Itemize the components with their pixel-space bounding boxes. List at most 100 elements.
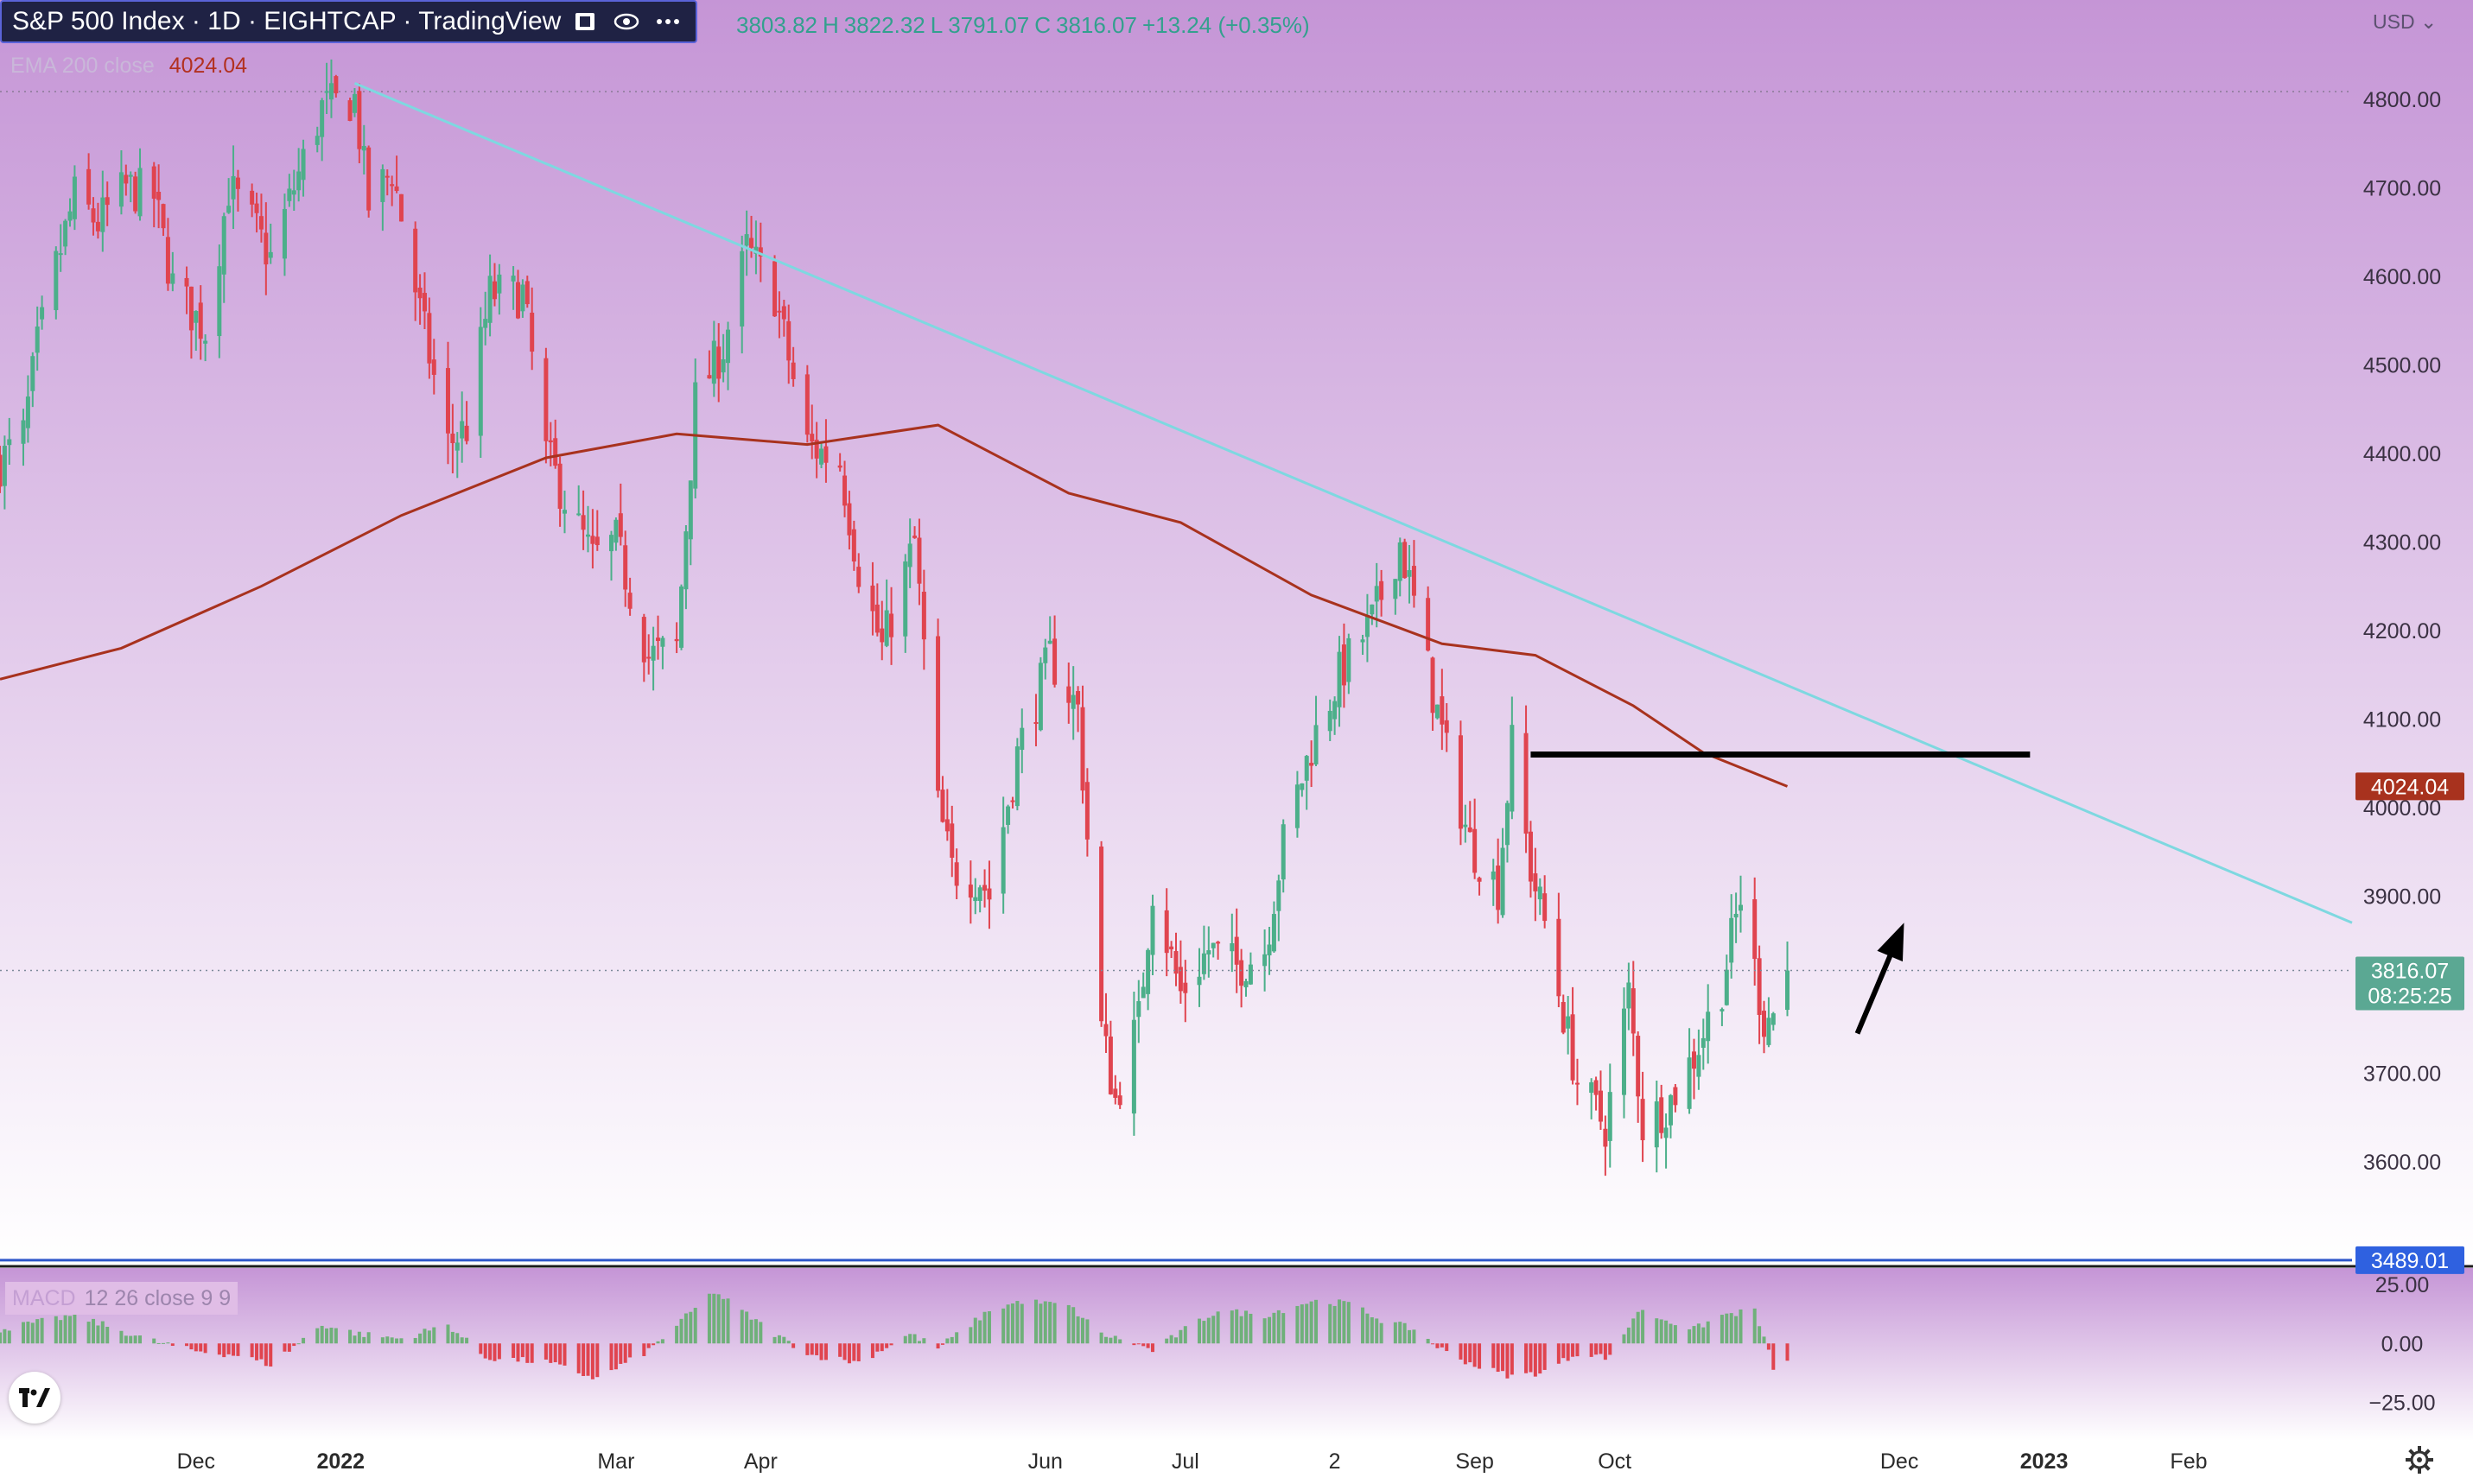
time-tick-label: Dec	[177, 1449, 215, 1474]
candle-body	[884, 610, 889, 646]
candle-body	[165, 237, 170, 284]
macd-bar	[432, 1327, 436, 1344]
candle-body	[679, 586, 684, 648]
macd-tick-label: 0.00	[2381, 1332, 2424, 1356]
candle-body	[749, 238, 754, 248]
ema-legend[interactable]: EMA 200 close 4024.04	[10, 54, 247, 79]
candle-body	[1504, 802, 1510, 846]
gear-icon[interactable]	[2402, 1443, 2437, 1477]
macd-bar	[595, 1343, 600, 1378]
macd-bar	[1696, 1323, 1701, 1344]
macd-bar	[1393, 1322, 1397, 1344]
macd-bar	[264, 1343, 268, 1367]
macd-bar	[423, 1329, 427, 1344]
candle-body	[646, 656, 652, 659]
macd-bar	[1066, 1304, 1071, 1344]
macd-bar	[1762, 1336, 1766, 1344]
candle-body	[1020, 727, 1025, 751]
candle-body	[258, 216, 264, 230]
macd-bar	[623, 1343, 627, 1363]
candle-body	[711, 340, 716, 384]
arrow-head	[1877, 923, 1904, 962]
candle-body	[282, 208, 287, 259]
candle-body	[21, 420, 26, 444]
candle-body	[1234, 936, 1239, 965]
candle-body	[758, 247, 763, 257]
candle-body	[1426, 598, 1431, 651]
macd-bar	[1239, 1316, 1243, 1344]
candle-body	[515, 282, 520, 319]
macd-bar	[1766, 1343, 1771, 1350]
macd-bar	[1472, 1343, 1477, 1367]
ema200-line	[0, 423, 1789, 788]
macd-bar	[493, 1343, 497, 1361]
eye-icon[interactable]	[609, 4, 644, 39]
candle-body	[1706, 1012, 1711, 1042]
macd-bar	[856, 1343, 861, 1361]
macd-bar	[1468, 1343, 1472, 1363]
candles-group	[0, 59, 1790, 1176]
candle-body	[366, 147, 372, 211]
candle-body	[1206, 950, 1211, 954]
macd-bar	[1659, 1319, 1663, 1344]
candle-body	[1230, 942, 1235, 952]
time-tick-label: 2022	[316, 1449, 365, 1474]
candle-body	[1346, 637, 1351, 682]
macd-bar	[1622, 1334, 1626, 1344]
macd-bar	[1338, 1299, 1342, 1344]
macd-bar	[1556, 1343, 1561, 1364]
candle-style-icon[interactable]	[568, 4, 602, 39]
macd-bar	[1281, 1313, 1286, 1344]
candle-body	[194, 310, 199, 323]
candle-body	[1542, 893, 1548, 922]
symbol-title[interactable]: S&P 500 Index · 1D · EIGHTCAP · TradingV…	[12, 7, 562, 35]
chart-header[interactable]: S&P 500 Index · 1D · EIGHTCAP · TradingV…	[0, 0, 698, 43]
candle-body	[1510, 725, 1515, 812]
downtrend-line	[353, 81, 2353, 924]
macd-bar	[395, 1338, 399, 1344]
macd-bar	[1048, 1302, 1052, 1344]
macd-bar	[917, 1341, 921, 1344]
macd-bar	[92, 1318, 96, 1344]
candle-body	[188, 286, 194, 331]
macd-bar	[7, 1330, 11, 1344]
low-prefix: L	[930, 12, 944, 38]
candle-body	[161, 204, 166, 229]
macd-bar	[1249, 1313, 1253, 1344]
candle-body	[1001, 827, 1006, 894]
candle-body	[264, 232, 269, 265]
macd-bar	[660, 1339, 664, 1344]
candle-body	[707, 375, 712, 379]
more-icon[interactable]	[651, 4, 685, 39]
candle-body	[744, 234, 749, 246]
high-value: 3822.32	[843, 12, 925, 38]
macd-bar	[1571, 1343, 1575, 1357]
macd-bar	[329, 1327, 334, 1344]
currency-selector[interactable]: USD ⌄	[2373, 10, 2437, 34]
candle-body	[324, 91, 329, 93]
candle-body	[422, 293, 427, 312]
chevron-down-icon: ⌄	[2419, 10, 2438, 33]
candle-body	[328, 83, 334, 100]
candle-body	[118, 172, 124, 207]
candle-body	[1402, 542, 1408, 579]
candle-body	[1332, 701, 1338, 720]
candle-body	[460, 421, 465, 439]
candle-body	[1603, 1128, 1608, 1147]
candle-body	[819, 448, 824, 465]
macd-bar	[815, 1343, 819, 1355]
ema-price-label: 4024.04	[2355, 772, 2464, 801]
candle-body	[320, 100, 325, 137]
macd-legend[interactable]: MACD 12 26 close 9 9	[5, 1282, 238, 1315]
candle-body	[683, 531, 689, 590]
macd-bar	[1295, 1305, 1300, 1344]
macd-bar	[119, 1330, 124, 1344]
tradingview-logo[interactable]	[9, 1372, 60, 1424]
candle-body	[221, 216, 226, 275]
candle-body	[562, 510, 567, 514]
macd-bar	[1033, 1299, 1038, 1344]
price-tick-label: 4100.00	[2363, 707, 2441, 732]
